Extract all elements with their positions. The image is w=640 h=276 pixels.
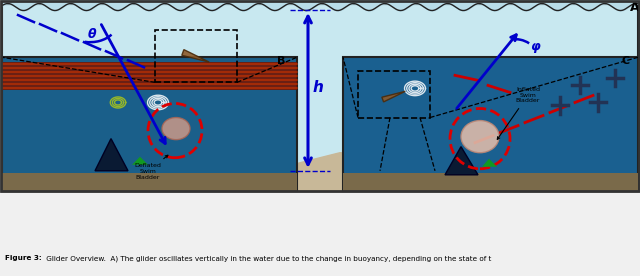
FancyBboxPatch shape xyxy=(2,4,638,191)
Ellipse shape xyxy=(162,118,190,140)
Polygon shape xyxy=(2,173,638,191)
FancyBboxPatch shape xyxy=(343,57,638,191)
Polygon shape xyxy=(482,159,497,167)
Text: Figure 3:: Figure 3: xyxy=(5,255,42,261)
Text: θ: θ xyxy=(88,28,97,41)
Text: B: B xyxy=(276,56,285,66)
Polygon shape xyxy=(95,139,128,171)
FancyBboxPatch shape xyxy=(2,62,297,91)
Text: h: h xyxy=(313,80,324,95)
Text: φ: φ xyxy=(530,40,540,53)
FancyBboxPatch shape xyxy=(2,173,297,191)
Text: Glider Overview.  A) The glider oscillates vertically in the water due to the ch: Glider Overview. A) The glider oscillate… xyxy=(44,255,491,262)
Polygon shape xyxy=(445,147,478,175)
Polygon shape xyxy=(132,157,148,165)
Polygon shape xyxy=(270,153,440,191)
FancyBboxPatch shape xyxy=(343,173,638,191)
FancyBboxPatch shape xyxy=(2,57,297,191)
Ellipse shape xyxy=(461,121,499,153)
Text: A: A xyxy=(630,1,639,14)
Text: C: C xyxy=(622,56,630,66)
Text: Inflated
Swim
Bladder: Inflated Swim Bladder xyxy=(497,87,540,139)
Polygon shape xyxy=(182,50,209,62)
Text: Deflated
Swim
Bladder: Deflated Swim Bladder xyxy=(134,155,168,180)
Polygon shape xyxy=(382,91,405,102)
